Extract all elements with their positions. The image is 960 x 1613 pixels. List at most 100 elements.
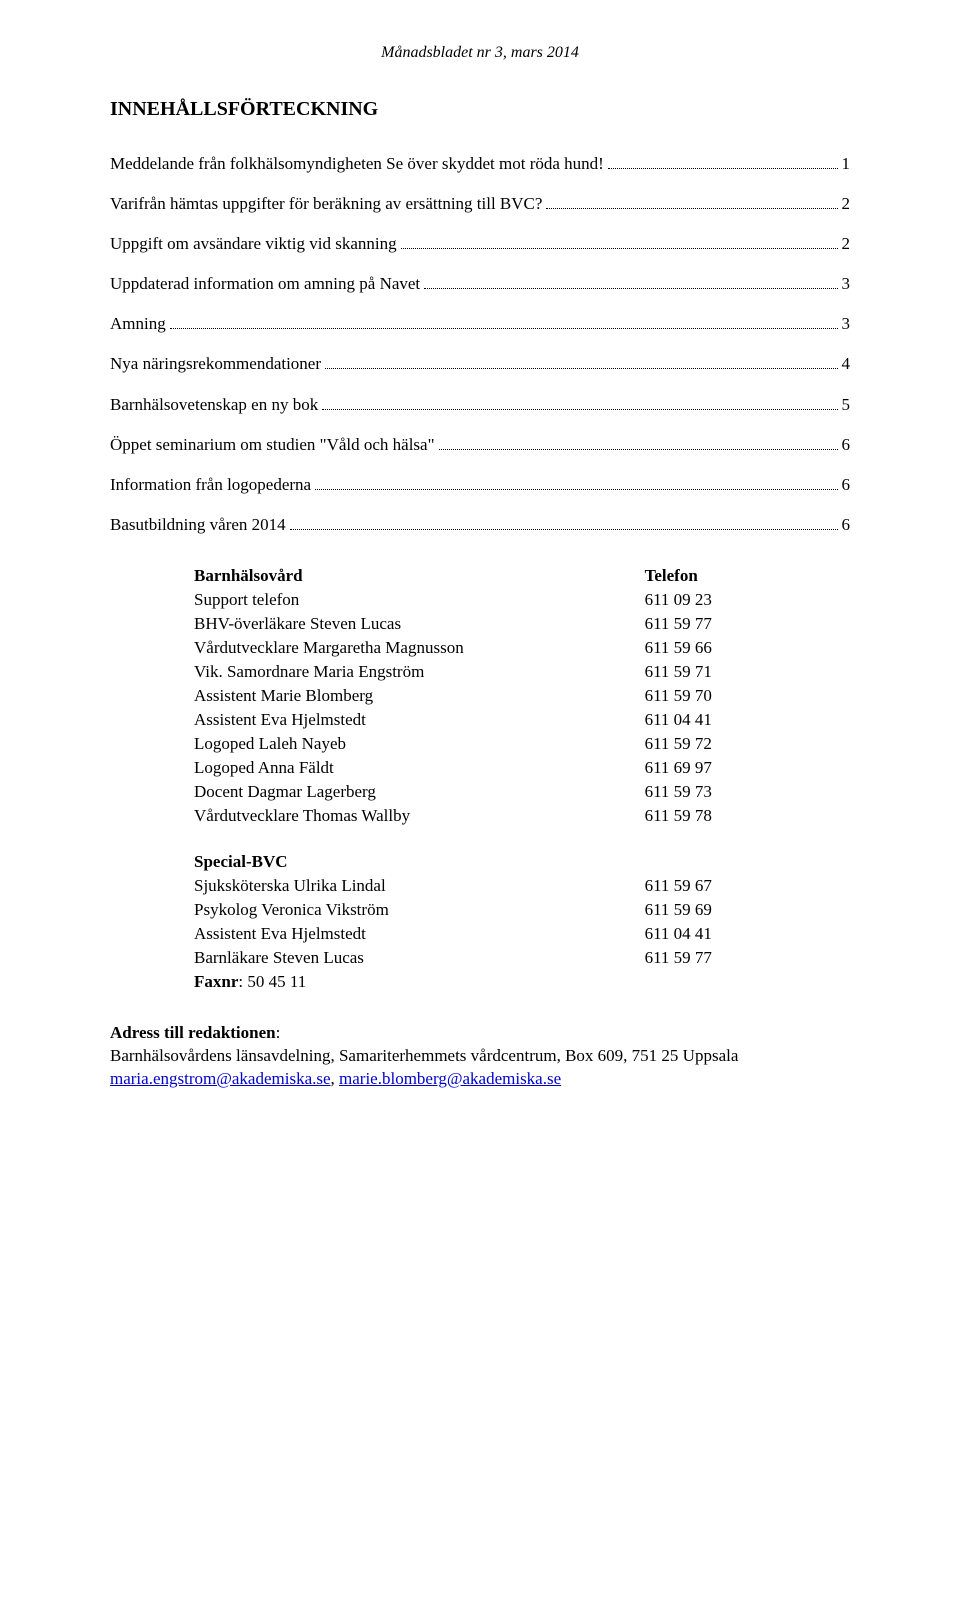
contact-row: Logoped Laleh Nayeb 611 59 72 (194, 732, 766, 756)
contact-row: Sjuksköterska Ulrika Lindal 611 59 67 (194, 874, 766, 898)
toc-row: Uppdaterad information om amning på Nave… (110, 273, 850, 295)
contact-phone: 611 59 70 (617, 684, 766, 708)
contact-row: Docent Dagmar Lagerberg 611 59 73 (194, 780, 766, 804)
contact-section-title: Barnhälsovård (194, 564, 617, 588)
contact-name: Sjuksköterska Ulrika Lindal (194, 874, 617, 898)
contact-name: Vårdutvecklare Thomas Wallby (194, 804, 617, 828)
contact-name: Docent Dagmar Lagerberg (194, 780, 617, 804)
contact-row: Barnläkare Steven Lucas 611 59 77 (194, 946, 766, 970)
contact-name: BHV-överläkare Steven Lucas (194, 612, 617, 636)
toc-leader (439, 449, 838, 450)
toc-label: Meddelande från folkhälsomyndigheten Se … (110, 153, 604, 175)
footer-address-line: Barnhälsovårdens länsavdelning, Samarite… (110, 1046, 738, 1065)
contact-name: Vik. Samordnare Maria Engström (194, 660, 617, 684)
editorial-address: Adress till redaktionen: Barnhälsovården… (110, 1022, 850, 1091)
document-page: Månadsbladet nr 3, mars 2014 INNEHÅLLSFÖ… (0, 0, 960, 1151)
toc-label: Öppet seminarium om studien "Våld och hä… (110, 434, 435, 456)
contact-phone: 611 59 71 (617, 660, 766, 684)
toc-leader (290, 529, 838, 530)
contact-row: Vik. Samordnare Maria Engström 611 59 71 (194, 660, 766, 684)
contact-phone: 611 09 23 (617, 588, 766, 612)
contact-row: Support telefon 611 09 23 (194, 588, 766, 612)
toc-row: Barnhälsovetenskap en ny bok 5 (110, 394, 850, 416)
contact-row: Logoped Anna Fäldt 611 69 97 (194, 756, 766, 780)
contact-name: Vårdutvecklare Margaretha Magnusson (194, 636, 617, 660)
contact-phone: 611 59 77 (617, 612, 766, 636)
contact-row: Psykolog Veronica Vikström 611 59 69 (194, 898, 766, 922)
contact-section-header: Barnhälsovård Telefon (194, 564, 766, 588)
contact-phone: 611 59 73 (617, 780, 766, 804)
toc-label: Uppdaterad information om amning på Nave… (110, 273, 420, 295)
toc-label: Information från logopederna (110, 474, 311, 496)
contact-fax-row: Faxnr: 50 45 11 (194, 970, 766, 994)
contact-directory: Barnhälsovård Telefon Support telefon 61… (194, 564, 766, 994)
toc-label: Uppgift om avsändare viktig vid skanning (110, 233, 397, 255)
toc-leader (424, 288, 837, 289)
contact-row: Vårdutvecklare Margaretha Magnusson 611 … (194, 636, 766, 660)
contact-phone: 611 69 97 (617, 756, 766, 780)
toc-page-number: 6 (842, 474, 851, 496)
contact-phone: 611 59 77 (617, 946, 766, 970)
contact-row: Assistent Eva Hjelmstedt 611 04 41 (194, 922, 766, 946)
contact-row: Assistent Eva Hjelmstedt 611 04 41 (194, 708, 766, 732)
contact-table: Barnhälsovård Telefon Support telefon 61… (194, 564, 766, 994)
toc-leader (401, 248, 838, 249)
fax-label: Faxnr (194, 972, 238, 991)
toc-row: Meddelande från folkhälsomyndigheten Se … (110, 153, 850, 175)
toc-label: Amning (110, 313, 166, 335)
toc-leader (315, 489, 837, 490)
page-header: Månadsbladet nr 3, mars 2014 (110, 44, 850, 62)
email-link-2[interactable]: marie.blomberg@akademiska.se (339, 1069, 561, 1088)
contact-phone: 611 59 69 (617, 898, 766, 922)
toc-page-number: 2 (842, 193, 851, 215)
toc-page-number: 4 (842, 353, 851, 375)
toc-page-number: 3 (842, 273, 851, 295)
toc-row: Varifrån hämtas uppgifter för beräkning … (110, 193, 850, 215)
toc-page-number: 3 (842, 313, 851, 335)
toc-row: Nya näringsrekommendationer 4 (110, 353, 850, 375)
contact-phone-header: Telefon (617, 564, 766, 588)
email-link-1[interactable]: maria.engstrom@akademiska.se (110, 1069, 331, 1088)
contact-name: Assistent Eva Hjelmstedt (194, 922, 617, 946)
toc-page-number: 2 (842, 233, 851, 255)
contact-name: Logoped Anna Fäldt (194, 756, 617, 780)
toc-leader (608, 168, 838, 169)
contact-phone: 611 04 41 (617, 922, 766, 946)
table-of-contents: Meddelande från folkhälsomyndigheten Se … (110, 153, 850, 536)
fax-value: : 50 45 11 (238, 972, 306, 991)
contact-phone: 611 59 67 (617, 874, 766, 898)
contact-phone: 611 59 72 (617, 732, 766, 756)
contact-name: Psykolog Veronica Vikström (194, 898, 617, 922)
toc-row: Öppet seminarium om studien "Våld och hä… (110, 434, 850, 456)
toc-label: Varifrån hämtas uppgifter för beräkning … (110, 193, 542, 215)
contact-phone: 611 59 66 (617, 636, 766, 660)
contact-phone: 611 04 41 (617, 708, 766, 732)
toc-leader (170, 328, 838, 329)
toc-row: Uppgift om avsändare viktig vid skanning… (110, 233, 850, 255)
toc-leader (322, 409, 837, 410)
toc-leader (546, 208, 837, 209)
footer-heading: Adress till redaktionen (110, 1023, 276, 1042)
toc-page-number: 6 (842, 434, 851, 456)
contact-section-title: Special-BVC (194, 850, 617, 874)
toc-page-number: 5 (842, 394, 851, 416)
contact-row: BHV-överläkare Steven Lucas 611 59 77 (194, 612, 766, 636)
contact-name: Barnläkare Steven Lucas (194, 946, 617, 970)
toc-page-number: 1 (842, 153, 851, 175)
toc-leader (325, 368, 837, 369)
contact-section-header: Special-BVC (194, 850, 766, 874)
contact-row: Assistent Marie Blomberg 611 59 70 (194, 684, 766, 708)
contact-fax: Faxnr: 50 45 11 (194, 970, 617, 994)
toc-page-number: 6 (842, 514, 851, 536)
colon: : (276, 1023, 281, 1042)
contact-name: Assistent Eva Hjelmstedt (194, 708, 617, 732)
separator: , (331, 1069, 340, 1088)
contact-name: Support telefon (194, 588, 617, 612)
contact-row: Vårdutvecklare Thomas Wallby 611 59 78 (194, 804, 766, 828)
toc-row: Information från logopederna 6 (110, 474, 850, 496)
contact-name: Logoped Laleh Nayeb (194, 732, 617, 756)
document-title: INNEHÅLLSFÖRTECKNING (110, 98, 850, 121)
toc-row: Basutbildning våren 2014 6 (110, 514, 850, 536)
toc-label: Nya näringsrekommendationer (110, 353, 321, 375)
toc-label: Barnhälsovetenskap en ny bok (110, 394, 318, 416)
